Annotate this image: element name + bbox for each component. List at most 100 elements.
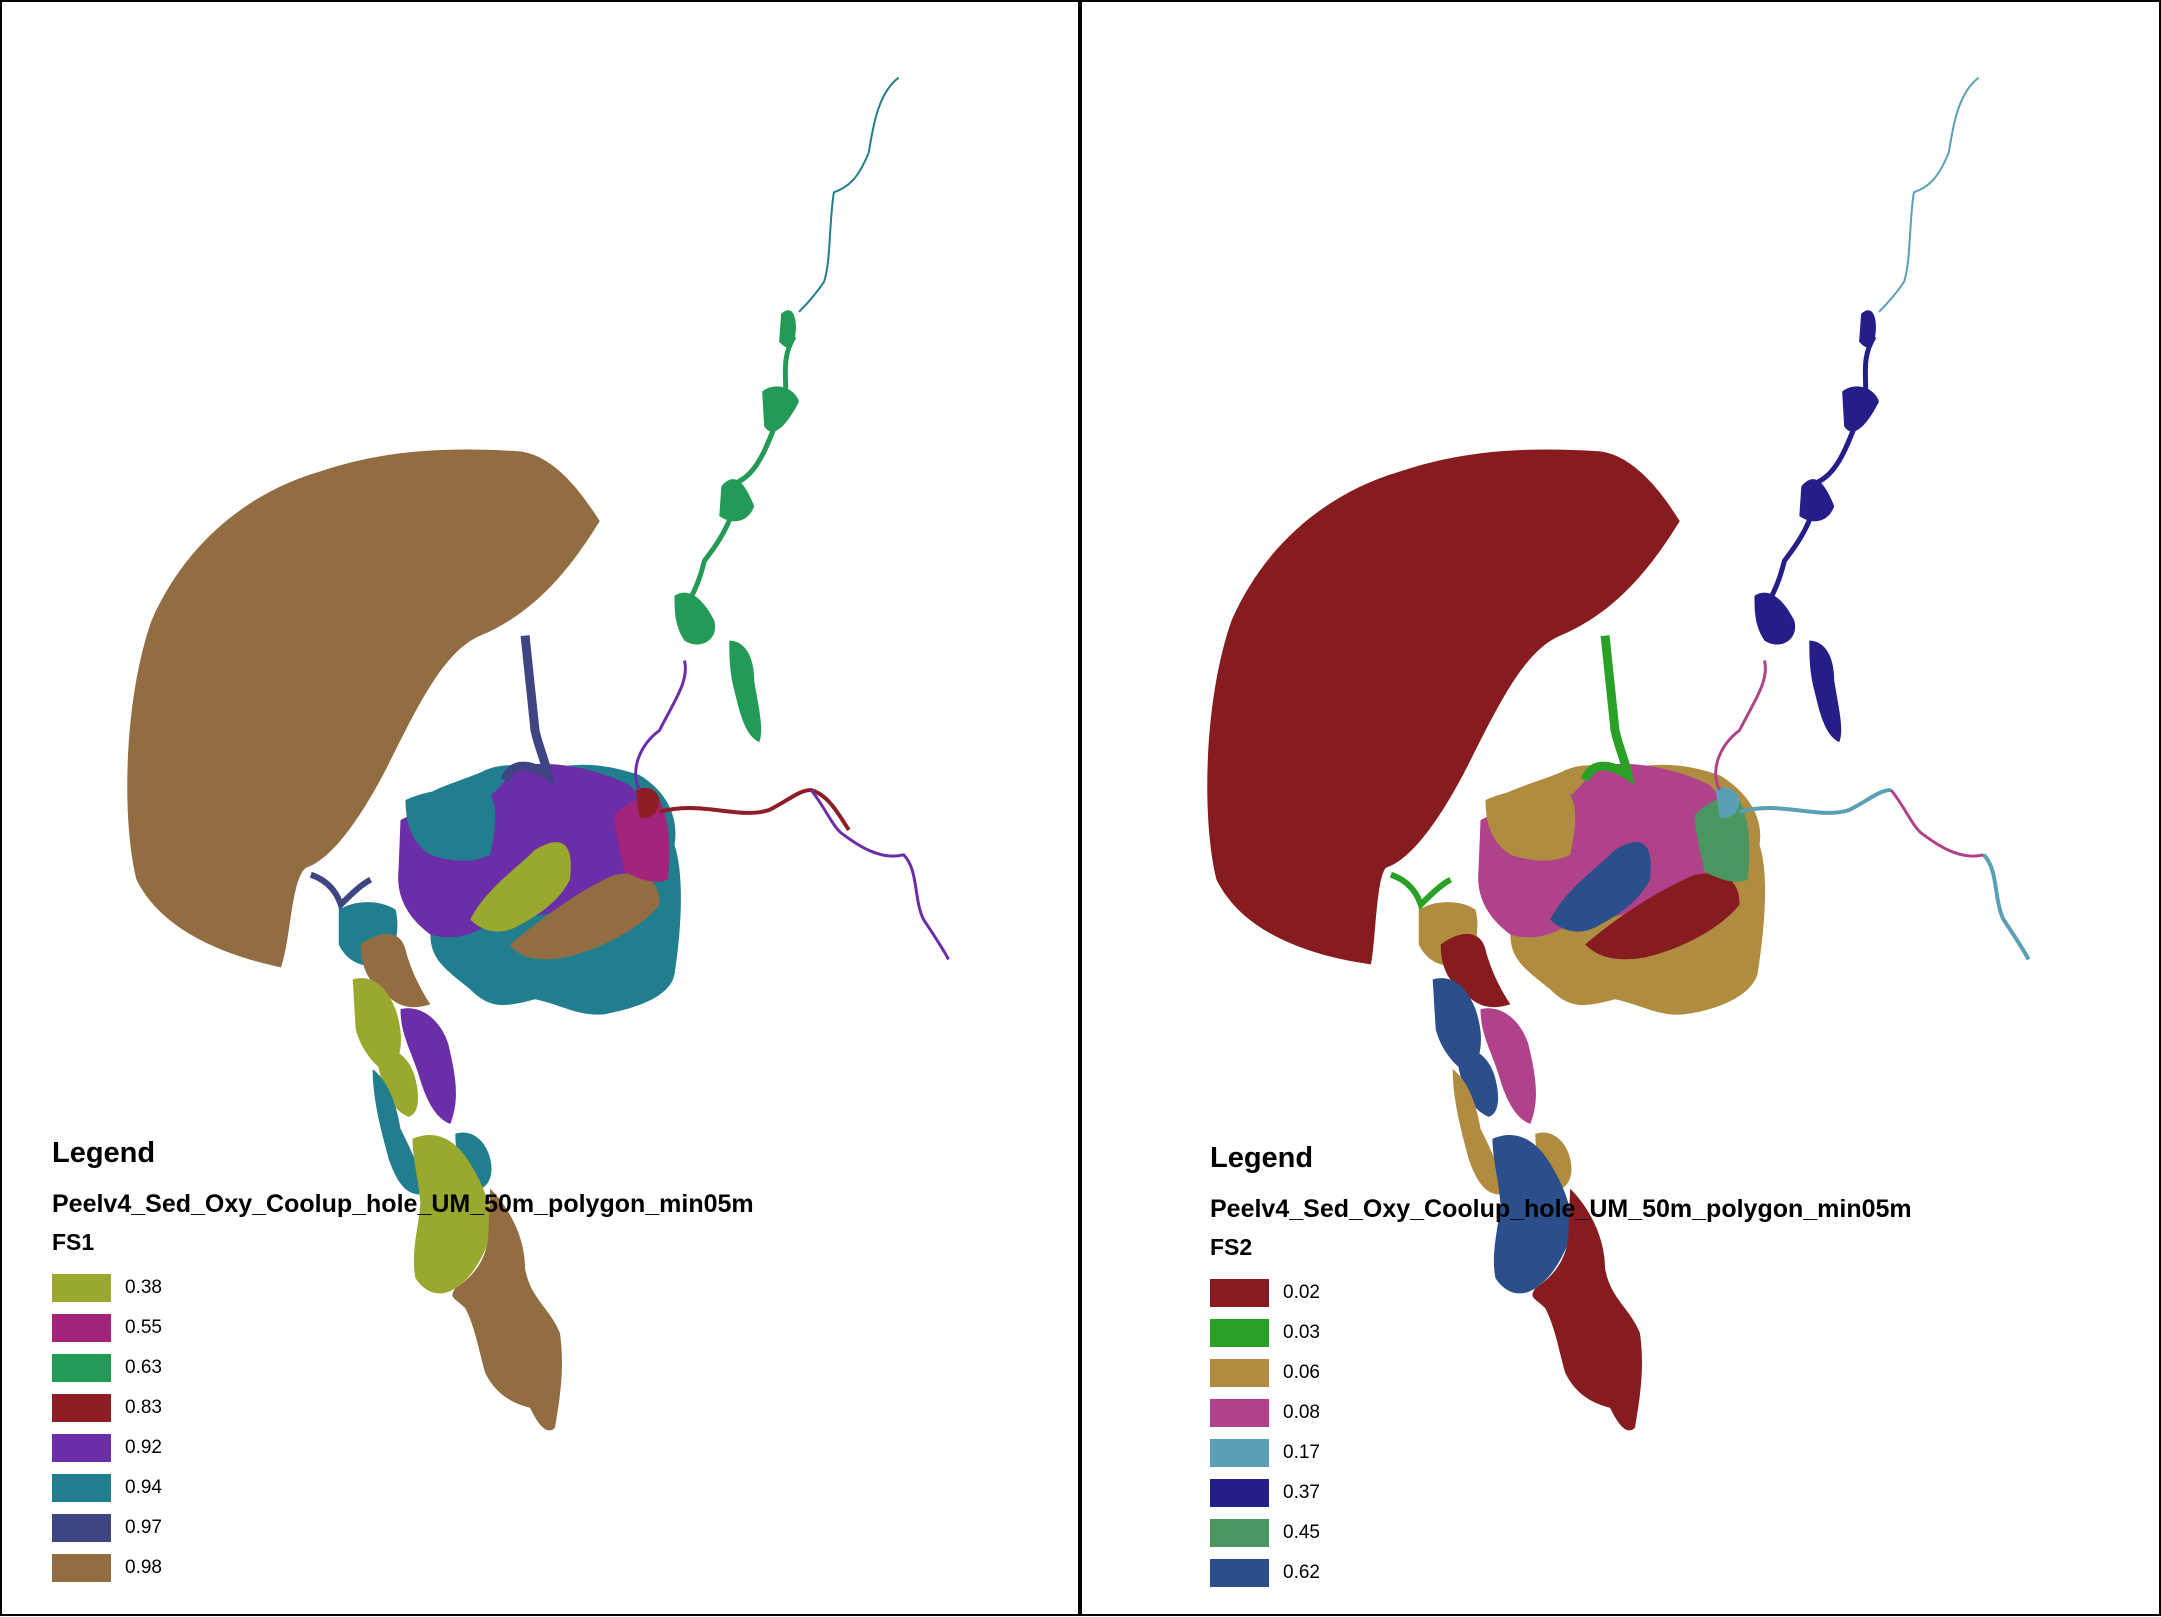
legend-class-row: 0.98 — [52, 1548, 754, 1588]
south-channel-brown-top — [360, 933, 431, 1008]
estuary-blue — [1550, 842, 1651, 932]
legend-value-label: 0.83 — [125, 1397, 162, 1418]
estuary-teal-west — [405, 788, 496, 861]
legend-class-row: 0.94 — [52, 1468, 754, 1508]
south-channel-teal — [372, 1069, 426, 1195]
south-channel-olive-3 — [412, 1134, 492, 1294]
legend-class-list: 0.02 0.03 0.06 0.08 0.17 0.37 0.45 0.62 — [1210, 1273, 1912, 1593]
legend-value-label: 0.03 — [1283, 1322, 1320, 1343]
legend-layer-name: Peelv4_Sed_Oxy_Coolup_hole_UM_50m_polygo… — [1210, 1195, 1912, 1223]
legend-value-label: 0.98 — [125, 1557, 162, 1578]
south-channel-brown-bottom — [452, 1188, 562, 1431]
left-map-canvas — [127, 76, 950, 1431]
estuary-tan-west — [1485, 788, 1576, 861]
legend-field-name: FS2 — [1210, 1234, 1253, 1260]
legend-class-row: 0.06 — [1210, 1353, 1912, 1393]
eastern-river-cyan — [1738, 788, 2031, 961]
legend-class-row: 0.55 — [52, 1308, 754, 1348]
right-map-panel: Legend Peelv4_Sed_Oxy_Coolup_hole_UM_50m… — [1080, 0, 2161, 1616]
legend-layer-name: Peelv4_Sed_Oxy_Coolup_hole_UM_50m_polygo… — [52, 1190, 754, 1218]
legend-class-row: 0.83 — [52, 1388, 754, 1428]
legend-value-label: 0.62 — [1283, 1562, 1320, 1583]
western-inlet — [1389, 871, 1453, 911]
estuary-cyan-node — [1715, 787, 1740, 819]
legend-value-label: 0.94 — [125, 1477, 162, 1498]
legend-swatch — [1210, 1279, 1269, 1307]
legend-value-label: 0.38 — [125, 1277, 162, 1298]
south-channel-blue-3 — [1492, 1134, 1572, 1294]
legend-value-label: 0.37 — [1283, 1482, 1320, 1503]
estuary-red-south — [1585, 873, 1740, 960]
legend-class-row: 0.92 — [52, 1428, 754, 1468]
south-channel-red-top — [1440, 933, 1511, 1008]
south-channel-blue-2 — [1455, 1048, 1499, 1117]
eastern-river-red — [658, 788, 851, 832]
legend-swatch — [52, 1434, 111, 1462]
legend-field-name: FS1 — [52, 1229, 95, 1255]
legend-class-row: 0.08 — [1210, 1393, 1912, 1433]
legend-class-row: 0.02 — [1210, 1273, 1912, 1313]
legend-swatch — [52, 1394, 111, 1422]
legend-class-row: 0.62 — [1210, 1553, 1912, 1593]
legend-swatch — [52, 1354, 111, 1382]
northern-river — [1754, 310, 1880, 743]
central-channel — [1580, 635, 1635, 785]
right-map-canvas — [1207, 76, 2031, 1431]
legend-swatch — [52, 1514, 111, 1542]
legend-value-label: 0.06 — [1283, 1362, 1320, 1383]
legend-value-label: 0.92 — [125, 1437, 162, 1458]
legend-value-label: 0.02 — [1283, 1282, 1320, 1303]
legend-swatch — [1210, 1479, 1269, 1507]
south-channel-magenta — [1480, 1008, 1536, 1124]
eastern-river-magenta — [1714, 660, 1985, 858]
northern-river-thin — [687, 335, 797, 602]
legend-class-row: 0.03 — [1210, 1313, 1912, 1353]
left-legend: Legend Peelv4_Sed_Oxy_Coolup_hole_UM_50m… — [52, 1137, 754, 1588]
south-channel-red-bottom — [1532, 1188, 1642, 1431]
legend-swatch — [52, 1474, 111, 1502]
lake-basin — [127, 449, 600, 968]
legend-class-list: 0.38 0.55 0.63 0.83 0.92 0.94 0.97 0.98 — [52, 1268, 754, 1588]
estuary-olive — [470, 842, 571, 932]
legend-swatch — [1210, 1359, 1269, 1387]
legend-swatch — [1210, 1439, 1269, 1467]
northern-river — [674, 310, 800, 743]
right-legend: Legend Peelv4_Sed_Oxy_Coolup_hole_UM_50m… — [1210, 1142, 1912, 1593]
legend-swatch — [1210, 1519, 1269, 1547]
legend-class-row: 0.45 — [1210, 1513, 1912, 1553]
estuary-red-node — [635, 787, 660, 819]
south-channel-tan — [1452, 1069, 1506, 1195]
northern-river-top — [1878, 76, 1980, 313]
legend-class-row: 0.37 — [1210, 1473, 1912, 1513]
legend-swatch — [52, 1274, 111, 1302]
legend-swatch — [1210, 1399, 1269, 1427]
eastern-river-purple — [634, 660, 950, 961]
legend-value-label: 0.55 — [125, 1317, 162, 1338]
legend-class-row: 0.17 — [1210, 1433, 1912, 1473]
south-channel-olive-2 — [375, 1048, 419, 1117]
legend-class-row: 0.97 — [52, 1508, 754, 1548]
legend-class-row: 0.38 — [52, 1268, 754, 1308]
legend-swatch — [1210, 1559, 1269, 1587]
legend-heading: Legend — [52, 1137, 156, 1169]
legend-value-label: 0.97 — [125, 1517, 162, 1538]
northern-river-thin — [1767, 335, 1877, 602]
legend-value-label: 0.45 — [1283, 1522, 1320, 1543]
estuary-magenta — [614, 796, 670, 882]
left-map-panel: Legend Peelv4_Sed_Oxy_Coolup_hole_UM_50m… — [0, 0, 1080, 1616]
legend-heading: Legend — [1210, 1142, 1314, 1174]
legend-swatch — [52, 1554, 111, 1582]
lake-basin — [1207, 449, 1680, 965]
legend-swatch — [1210, 1319, 1269, 1347]
legend-value-label: 0.17 — [1283, 1442, 1320, 1463]
estuary-brown-south — [510, 873, 660, 960]
northern-river-top — [798, 76, 900, 313]
estuary-green — [1694, 796, 1750, 882]
legend-value-label: 0.63 — [125, 1357, 162, 1378]
legend-swatch — [52, 1314, 111, 1342]
central-channel — [500, 635, 555, 785]
legend-class-row: 0.63 — [52, 1348, 754, 1388]
south-channel-purple — [400, 1008, 456, 1124]
legend-value-label: 0.08 — [1283, 1402, 1320, 1423]
western-inlet — [309, 871, 373, 911]
